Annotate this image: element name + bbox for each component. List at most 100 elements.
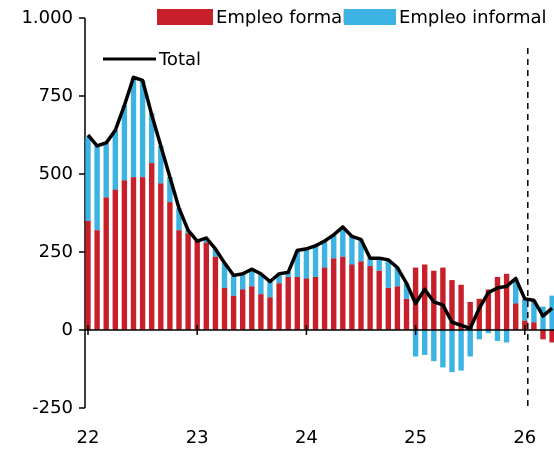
bar	[503, 330, 510, 343]
y-tick-label: 0	[62, 319, 73, 340]
bar	[458, 284, 464, 330]
bar	[422, 330, 428, 355]
bar	[467, 301, 473, 330]
legend-swatch	[157, 9, 213, 25]
bar	[349, 264, 355, 330]
bar	[367, 266, 373, 330]
bar	[321, 241, 328, 268]
bar	[340, 256, 346, 330]
bar	[185, 233, 191, 330]
bar	[540, 330, 546, 340]
bar	[240, 273, 246, 290]
bar	[449, 330, 455, 373]
bar	[103, 197, 109, 330]
bar	[130, 77, 137, 178]
bar	[312, 245, 319, 277]
bar	[385, 287, 391, 330]
bar	[376, 258, 382, 271]
bar	[249, 269, 255, 287]
bar	[121, 105, 128, 181]
bar	[440, 267, 446, 330]
bar	[240, 289, 246, 330]
bar	[531, 300, 537, 323]
bar	[176, 208, 182, 231]
x-tick-label: 26	[513, 427, 536, 448]
legend-label: Empleo formal	[216, 7, 347, 28]
bar	[94, 145, 100, 231]
bar	[385, 259, 391, 288]
bar	[485, 289, 492, 330]
bar	[294, 276, 300, 330]
bar	[367, 258, 373, 267]
bar	[139, 80, 146, 178]
bar	[267, 281, 273, 298]
legend: Empleo formal Empleo informal Total	[103, 7, 547, 70]
bar	[412, 267, 419, 330]
bar	[513, 278, 519, 304]
bar	[376, 270, 382, 330]
bar	[394, 267, 401, 287]
bar	[422, 264, 428, 330]
bar	[85, 136, 91, 221]
bar	[230, 295, 237, 330]
x-tick-label: 22	[77, 427, 100, 448]
bar	[285, 276, 291, 330]
bar	[158, 183, 164, 330]
bar	[158, 145, 164, 184]
bar	[549, 295, 554, 330]
bar	[340, 227, 346, 257]
bar	[221, 262, 228, 288]
bar	[312, 276, 319, 330]
bar	[449, 280, 455, 330]
bar	[476, 330, 482, 340]
legend-label: Total	[158, 49, 201, 70]
legend-swatch	[344, 9, 396, 25]
bar	[349, 236, 355, 265]
bar	[130, 177, 137, 330]
bar	[440, 330, 446, 368]
bar	[167, 202, 173, 330]
bar	[258, 294, 264, 330]
bar	[94, 230, 100, 330]
bar	[412, 330, 419, 357]
bar	[540, 306, 546, 330]
bar	[403, 283, 410, 299]
bar	[522, 298, 528, 321]
bar	[431, 330, 437, 362]
bar	[167, 177, 173, 203]
bar	[467, 330, 473, 357]
bar	[103, 142, 109, 198]
y-tick-label: 500	[39, 163, 73, 184]
y-tick-label: 1.000	[21, 7, 73, 28]
x-tick-label: 23	[186, 427, 209, 448]
bar	[176, 230, 182, 330]
bar	[403, 298, 410, 330]
bar	[513, 303, 519, 330]
bar	[358, 239, 364, 262]
bar	[149, 163, 155, 330]
bar	[394, 286, 401, 330]
bar	[149, 113, 155, 164]
bar	[212, 256, 219, 330]
bar	[112, 130, 118, 190]
bar	[203, 242, 209, 330]
bar	[294, 250, 300, 277]
bar	[303, 248, 310, 279]
bar	[276, 283, 282, 330]
x-tick-label: 25	[404, 427, 427, 448]
bar	[321, 267, 328, 330]
bar	[358, 261, 364, 330]
bar	[458, 330, 464, 371]
bar	[503, 273, 510, 330]
bar	[121, 180, 128, 330]
bar	[267, 297, 273, 330]
bar	[221, 287, 228, 330]
bar	[139, 177, 146, 330]
bar	[549, 330, 554, 343]
bar	[485, 330, 492, 334]
bar	[112, 189, 118, 330]
bar	[249, 286, 255, 330]
y-tick-label: 750	[39, 85, 73, 106]
bar	[276, 273, 282, 284]
